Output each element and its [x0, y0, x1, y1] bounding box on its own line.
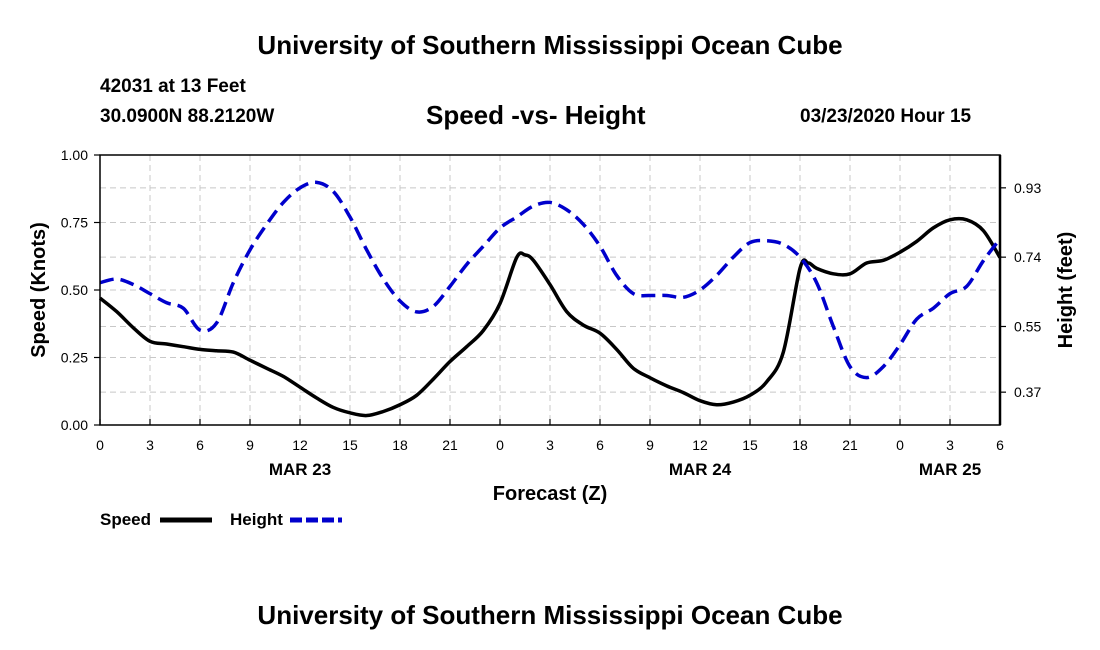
date-label: MAR 24 [669, 460, 732, 479]
x-tick-label: 18 [392, 437, 408, 453]
x-tick-label: 6 [996, 437, 1004, 453]
datetime-label: 03/23/2020 Hour 15 [800, 106, 972, 127]
y-tick-label: 0.50 [61, 282, 88, 298]
x-axis-title: Forecast (Z) [493, 483, 607, 505]
x-tick-label: 18 [792, 437, 808, 453]
x-tick-label: 3 [546, 437, 554, 453]
x-tick-label: 0 [496, 437, 504, 453]
y-tick-label: 1.00 [61, 147, 88, 163]
legend-label-height: Height [230, 510, 283, 529]
y2-tick-label: 0.37 [1014, 384, 1041, 400]
x-tick-label: 0 [96, 437, 104, 453]
x-tick-label: 6 [596, 437, 604, 453]
y-tick-label: 0.25 [61, 350, 88, 366]
legend-label-speed: Speed [100, 510, 151, 529]
x-tick-label: 3 [146, 437, 154, 453]
x-tick-label: 12 [692, 437, 708, 453]
x-tick-label: 12 [292, 437, 308, 453]
station-label: 42031 at 13 Feet [100, 76, 246, 97]
chart-subtitle: Speed -vs- Height [426, 100, 646, 130]
x-tick-label: 9 [246, 437, 254, 453]
x-tick-label: 15 [342, 437, 358, 453]
speed-series-line [98, 216, 1002, 418]
date-label: MAR 25 [919, 460, 981, 479]
y-tick-label: 0.75 [61, 215, 88, 231]
y-axis-title: Speed (Knots) [28, 222, 50, 358]
x-tick-label: 15 [742, 437, 758, 453]
x-tick-label: 0 [896, 437, 904, 453]
y2-tick-label: 0.93 [1014, 180, 1041, 196]
date-label: MAR 23 [269, 460, 331, 479]
chart-title: University of Southern Mississippi Ocean… [257, 30, 843, 60]
x-tick-label: 3 [946, 437, 954, 453]
y2-tick-label: 0.55 [1014, 318, 1041, 334]
y2-axis-title: Height (feet) [1055, 232, 1077, 349]
y-tick-label: 0.00 [61, 417, 88, 433]
height-series-line [99, 180, 1002, 380]
x-tick-label: 21 [442, 437, 458, 453]
x-tick-label: 6 [196, 437, 204, 453]
y2-tick-label: 0.74 [1014, 249, 1041, 265]
x-tick-label: 21 [842, 437, 858, 453]
coordinates-label: 30.0900N 88.2120W [100, 106, 275, 127]
x-tick-label: 9 [646, 437, 654, 453]
footer-title: University of Southern Mississippi Ocean… [257, 600, 843, 630]
